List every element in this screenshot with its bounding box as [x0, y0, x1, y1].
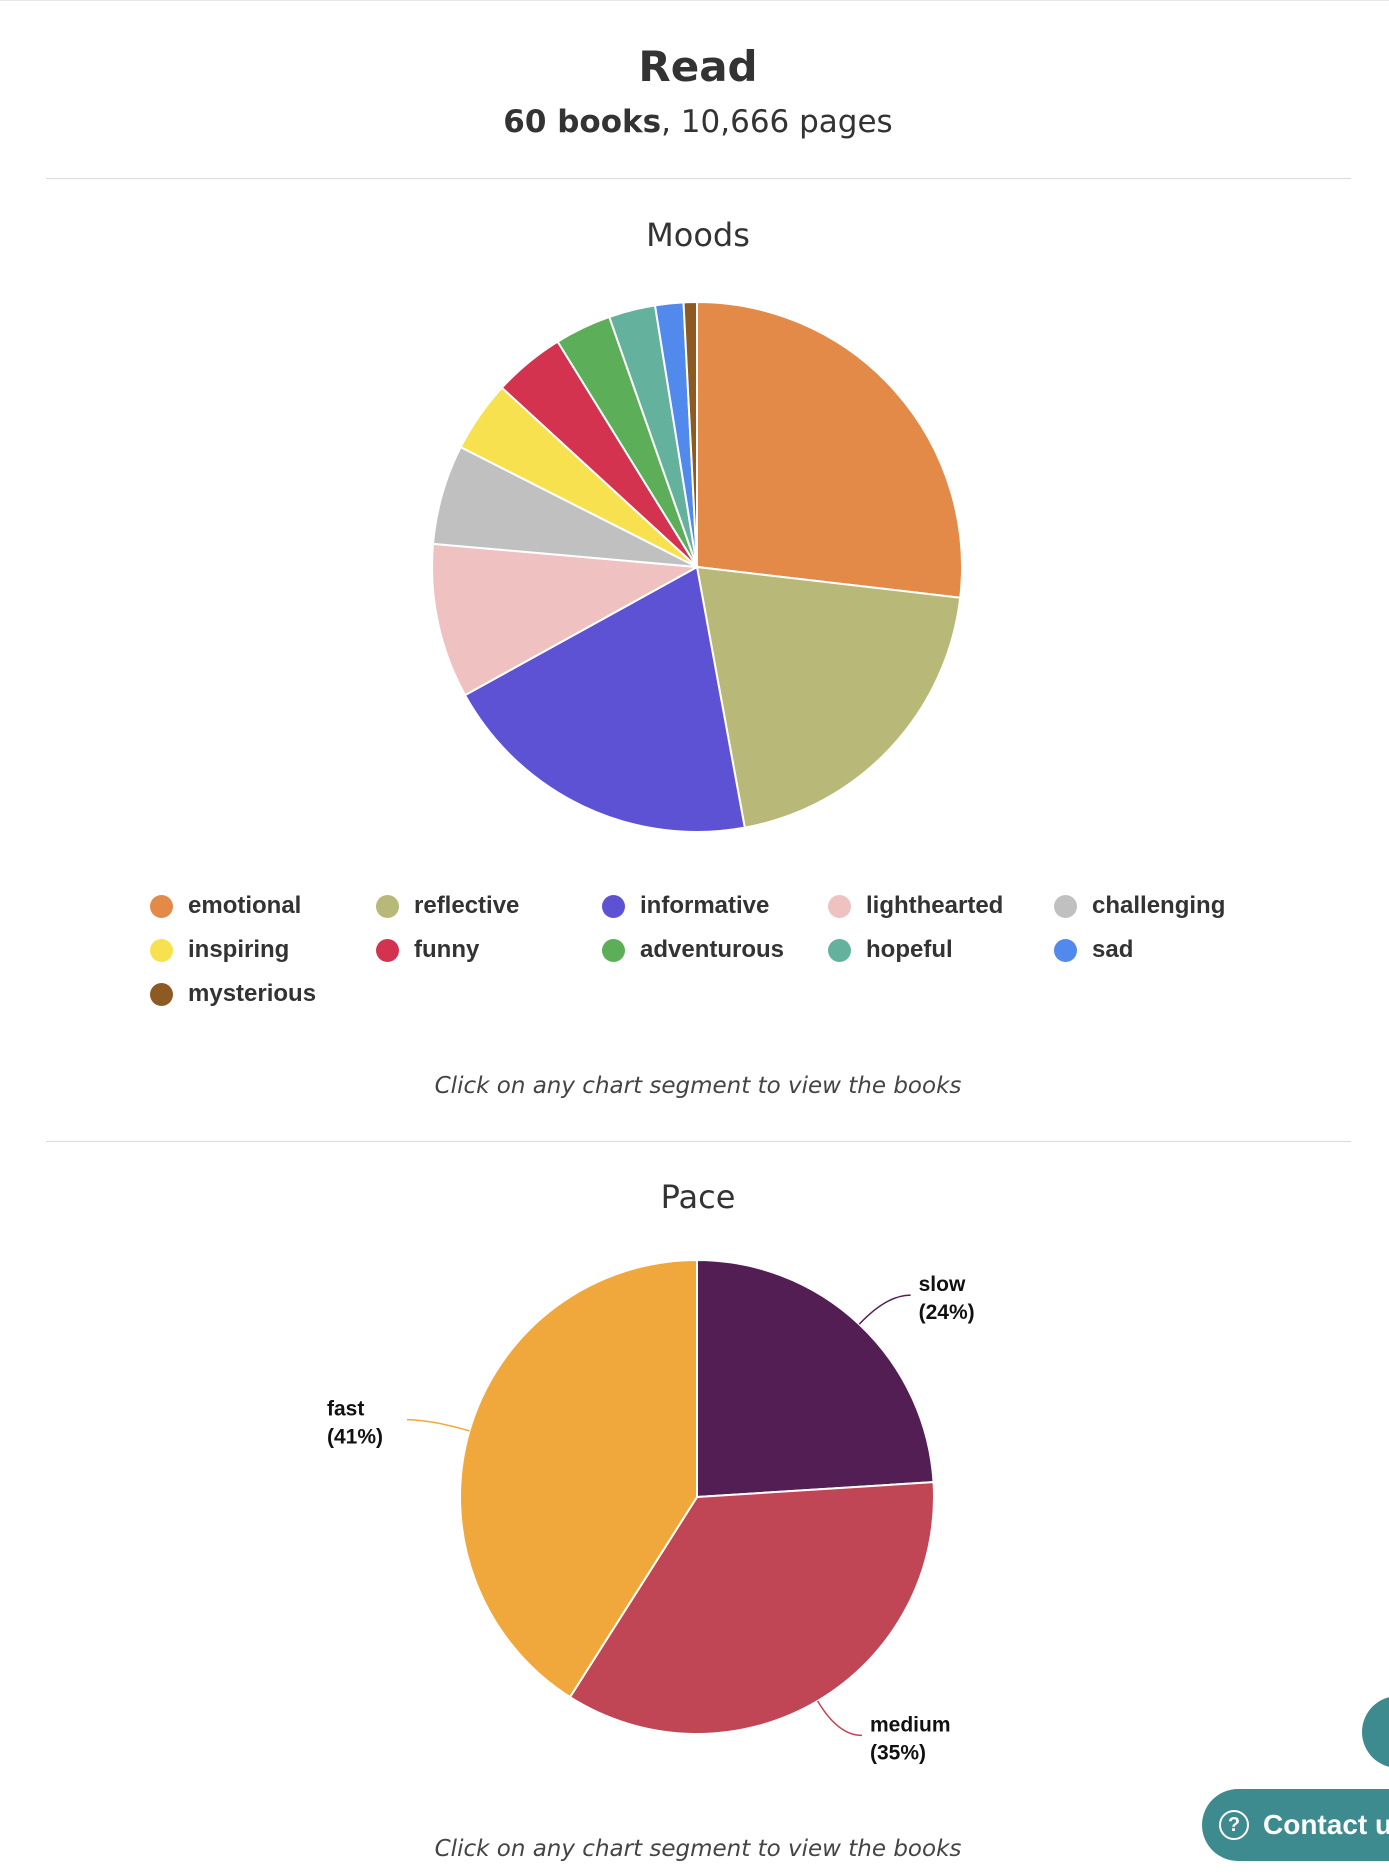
- legend-dot: [150, 894, 173, 918]
- legend-label: inspiring: [188, 936, 290, 963]
- pages-count: , 10,666 pages: [661, 104, 893, 140]
- legend-item-challenging[interactable]: challenging: [1054, 892, 1225, 920]
- slice-percent-fast: (41%): [327, 1426, 383, 1449]
- moods-pie-chart: [431, 300, 963, 833]
- legend-dot: [602, 894, 625, 918]
- legend-dot: [150, 982, 173, 1006]
- pie-slice-emotional[interactable]: [696, 300, 963, 599]
- legend-item-inspiring[interactable]: inspiring: [150, 936, 289, 964]
- legend-item-funny[interactable]: funny: [376, 936, 479, 964]
- books-count: 60 books: [503, 104, 662, 140]
- slice-label-medium: medium: [870, 1713, 951, 1736]
- legend-label: hopeful: [866, 936, 953, 963]
- legend-item-mysterious[interactable]: mysterious: [150, 980, 316, 1008]
- legend-dot: [376, 938, 399, 962]
- legend-label: funny: [414, 936, 480, 963]
- legend-item-informative[interactable]: informative: [602, 892, 769, 920]
- moods-chart-hint: Click on any chart segment to view the b…: [434, 1073, 962, 1099]
- pie-slice-slow[interactable]: [696, 1258, 935, 1499]
- legend-dot: [602, 938, 625, 962]
- pie-slice-reflective[interactable]: [695, 565, 962, 829]
- legend-label: reflective: [414, 892, 520, 919]
- legend-item-sad[interactable]: sad: [1054, 936, 1133, 964]
- legend-label: lighthearted: [866, 892, 1004, 919]
- section-divider: [46, 1141, 1351, 1142]
- callout-line-fast: [406, 1418, 470, 1432]
- slice-percent-medium: (35%): [870, 1741, 926, 1764]
- legend-dot: [828, 894, 851, 918]
- legend-dot: [150, 938, 173, 962]
- legend-label: adventurous: [640, 936, 785, 963]
- slice-label-fast: fast: [327, 1398, 364, 1421]
- legend-label: informative: [640, 892, 770, 919]
- callout-line-medium: [816, 1700, 863, 1737]
- legend-item-emotional[interactable]: emotional: [150, 892, 301, 920]
- legend-item-hopeful[interactable]: hopeful: [828, 936, 953, 964]
- section-divider: [46, 178, 1351, 179]
- legend-item-reflective[interactable]: reflective: [376, 892, 519, 920]
- pace-pie-chart: slow (24%) medium (35%) fast (41%): [327, 1258, 975, 1764]
- legend-dot: [1054, 894, 1077, 918]
- reading-summary: 60 books, 10,666 pages: [0, 104, 1389, 140]
- legend-label: emotional: [188, 892, 302, 919]
- pace-chart-title: Pace: [660, 1178, 736, 1216]
- pie-slice-medium[interactable]: [568, 1481, 935, 1735]
- question-circle-icon: ?: [1219, 1810, 1249, 1840]
- callout-line-slow: [858, 1294, 911, 1325]
- pie-slice-lighthearted[interactable]: [431, 542, 701, 697]
- legend-dot: [376, 894, 399, 918]
- pace-chart-hint: Click on any chart segment to view the b…: [434, 1836, 962, 1862]
- slice-percent-slow: (24%): [919, 1301, 975, 1324]
- pie-slice-informative[interactable]: [463, 565, 746, 833]
- legend-dot: [828, 938, 851, 962]
- page-title: Read: [638, 42, 758, 91]
- contact-us-button[interactable]: ? Contact us: [1202, 1789, 1389, 1861]
- pie-slice-mysterious[interactable]: [682, 300, 698, 568]
- legend-label: challenging: [1092, 892, 1226, 919]
- top-divider: [0, 0, 1389, 1]
- legend-item-adventurous[interactable]: adventurous: [602, 936, 784, 964]
- legend-item-lighthearted[interactable]: lighthearted: [828, 892, 1003, 920]
- legend-label: mysterious: [188, 980, 317, 1007]
- moods-chart-title: Moods: [646, 216, 750, 254]
- slice-label-slow: slow: [919, 1273, 966, 1296]
- legend-dot: [1054, 938, 1077, 962]
- contact-us-label: Contact us: [1263, 1809, 1389, 1840]
- legend-label: sad: [1092, 936, 1134, 963]
